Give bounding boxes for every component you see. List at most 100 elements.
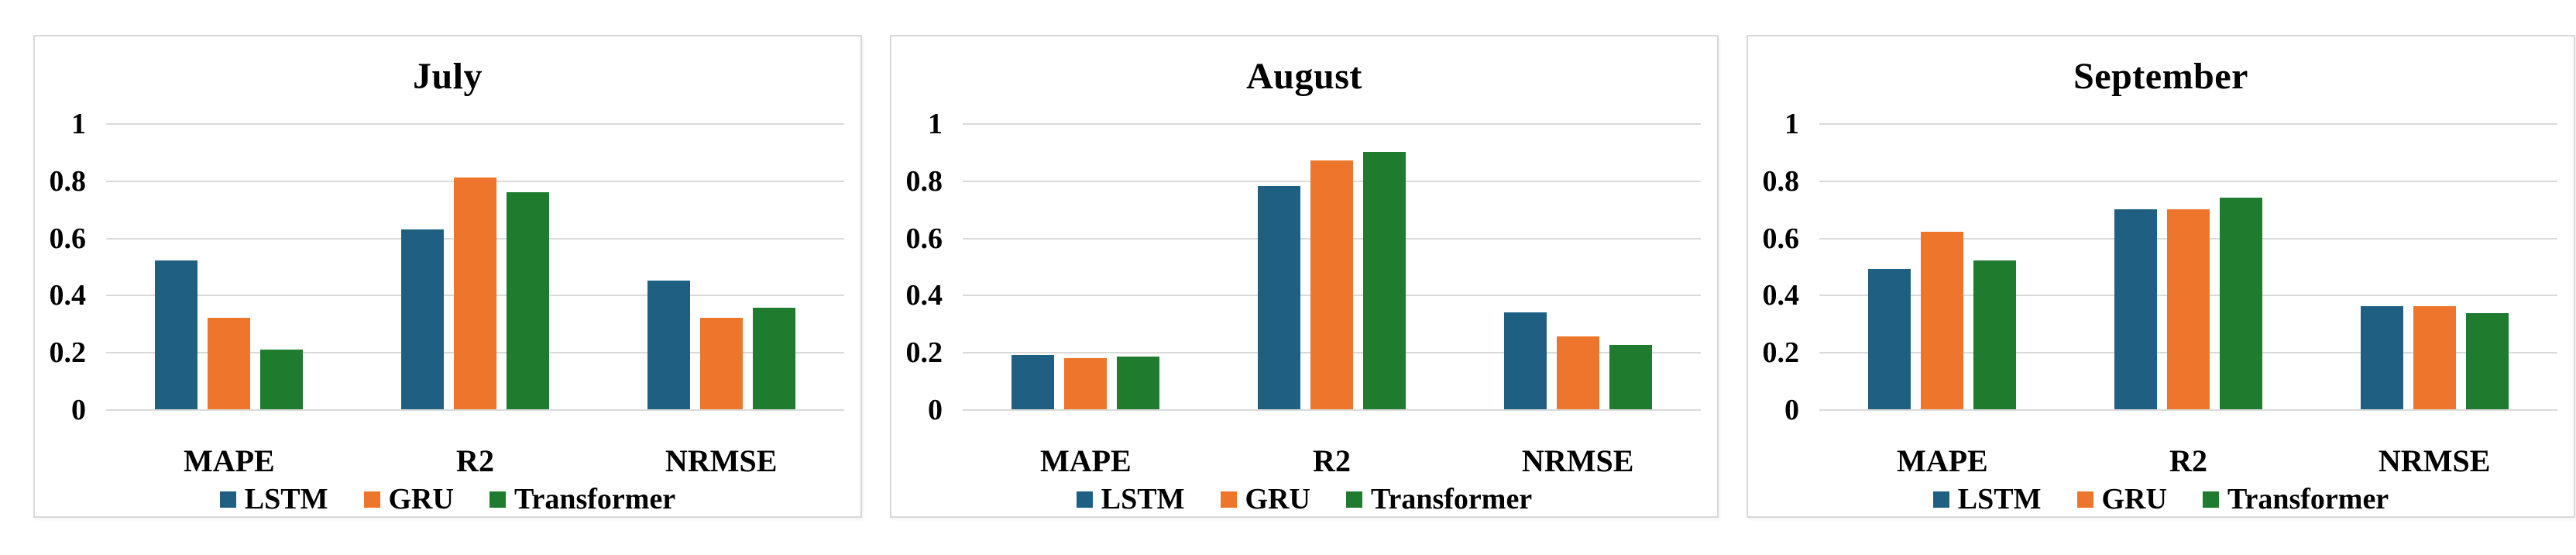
bar-lstm-mape xyxy=(1868,269,1911,409)
y-tick-label: 0.4 xyxy=(1762,279,1800,312)
legend-swatch-icon xyxy=(363,491,380,508)
gridline xyxy=(106,409,844,411)
y-tick-label: 0.6 xyxy=(49,222,87,255)
category-label-r2: R2 xyxy=(1313,443,1351,478)
chart-title: July xyxy=(412,56,483,97)
y-tick-label: 0.2 xyxy=(905,336,943,370)
legend: LSTM GRU Transformer xyxy=(1748,484,2574,514)
legend-item-lstm: LSTM xyxy=(219,483,328,515)
gridline xyxy=(1819,180,2557,182)
bar-group-nrmse xyxy=(1503,123,1652,409)
x-axis-category-labels: MAPE R2 NRMSE xyxy=(1819,443,2557,480)
chart-panel-september: September MAPE R2 NRMSE LSTM GRU Transformer… xyxy=(1747,35,2575,518)
bar-group-r2 xyxy=(1257,123,1406,409)
chart-panels-row: July MAPE R2 NRMSE LSTM GRU Transformer 1 0.8… xyxy=(33,35,2575,518)
legend-swatch-icon xyxy=(2202,491,2219,508)
y-tick-label: 0.6 xyxy=(905,222,943,255)
legend-label: GRU xyxy=(1245,483,1310,515)
category-label-r2: R2 xyxy=(456,443,494,478)
bar-transformer-mape xyxy=(1973,260,2017,409)
legend-swatch-icon xyxy=(1345,491,1362,508)
bar-transformer-r2 xyxy=(2219,198,2262,409)
gridline xyxy=(106,123,844,125)
category-label-mape: MAPE xyxy=(183,443,275,478)
legend-swatch-icon xyxy=(1076,491,1093,508)
x-axis-category-labels: MAPE R2 NRMSE xyxy=(963,443,1701,480)
y-tick-label: 1 xyxy=(71,108,86,140)
legend-label: Transformer xyxy=(1370,483,1533,515)
bar-gru-mape xyxy=(1064,358,1108,409)
legend-label: GRU xyxy=(2101,483,2167,515)
bar-gru-nrmse xyxy=(1556,336,1599,409)
legend: LSTM GRU Transformer xyxy=(891,484,1717,514)
plot-area xyxy=(106,123,844,411)
y-tick-label: 0.4 xyxy=(905,279,943,312)
bar-gru-mape xyxy=(1921,232,1964,409)
bar-gru-r2 xyxy=(453,178,496,409)
category-label-r2: R2 xyxy=(2169,443,2207,478)
y-tick-label: 0.8 xyxy=(1762,164,1800,198)
bar-group-mape xyxy=(155,123,304,409)
legend-swatch-icon xyxy=(1932,491,1949,508)
category-label-mape: MAPE xyxy=(1896,443,1988,478)
bar-lstm-nrmse xyxy=(647,281,690,409)
legend-item-lstm: LSTM xyxy=(1932,483,2042,515)
y-tick-label: 1 xyxy=(1784,108,1799,140)
gridline xyxy=(963,409,1701,411)
bar-gru-mape xyxy=(208,318,251,409)
chart-panel-july: July MAPE R2 NRMSE LSTM GRU Transformer 1 0.8… xyxy=(33,35,862,518)
bar-lstm-r2 xyxy=(400,229,444,409)
legend-swatch-icon xyxy=(1220,491,1237,508)
legend-label: GRU xyxy=(388,483,454,515)
bar-lstm-r2 xyxy=(1257,186,1300,409)
y-tick-label: 0 xyxy=(71,394,86,426)
legend-item-transformer: Transformer xyxy=(2202,483,2389,515)
legend: LSTM GRU Transformer xyxy=(35,484,860,514)
legend-item-gru: GRU xyxy=(2076,483,2167,515)
category-label-mape: MAPE xyxy=(1039,443,1132,478)
bar-lstm-mape xyxy=(155,260,198,409)
category-label-nrmse: NRMSE xyxy=(665,443,778,478)
bar-lstm-mape xyxy=(1012,355,1055,409)
bar-transformer-r2 xyxy=(1362,152,1406,409)
legend-label: Transformer xyxy=(2227,483,2389,515)
gridline xyxy=(963,123,1701,125)
y-tick-label: 0.6 xyxy=(1762,222,1800,255)
bar-lstm-r2 xyxy=(2114,209,2157,409)
legend-label: LSTM xyxy=(1101,483,1185,515)
bar-group-r2 xyxy=(2114,123,2262,409)
bar-group-r2 xyxy=(400,123,549,409)
legend-swatch-icon xyxy=(2076,491,2093,508)
bar-group-nrmse xyxy=(647,123,795,409)
bar-gru-r2 xyxy=(2166,209,2210,409)
y-tick-label: 1 xyxy=(928,108,943,140)
legend-label: LSTM xyxy=(244,483,328,515)
legend-label: LSTM xyxy=(1957,483,2042,515)
y-tick-label: 0.8 xyxy=(49,164,87,198)
legend-swatch-icon xyxy=(489,491,506,508)
y-tick-label: 0.8 xyxy=(905,164,943,198)
bar-group-nrmse xyxy=(2360,123,2509,409)
bar-transformer-r2 xyxy=(506,192,549,409)
bar-lstm-nrmse xyxy=(2360,306,2403,409)
y-tick-label: 0 xyxy=(1784,394,1799,426)
bar-gru-r2 xyxy=(1310,160,1353,409)
y-tick-label: 0.2 xyxy=(1762,336,1800,370)
bar-groups xyxy=(106,123,844,409)
bar-groups xyxy=(963,123,1701,409)
legend-item-gru: GRU xyxy=(363,483,454,515)
bar-group-mape xyxy=(1868,123,2017,409)
bar-group-mape xyxy=(1012,123,1160,409)
bar-transformer-nrmse xyxy=(752,308,795,409)
legend-label: Transformer xyxy=(513,483,676,515)
gridline xyxy=(1819,409,2557,411)
plot-area xyxy=(963,123,1701,411)
legend-item-gru: GRU xyxy=(1220,483,1310,515)
gridline xyxy=(1819,123,2557,125)
bar-gru-nrmse xyxy=(699,318,743,409)
bar-lstm-nrmse xyxy=(1503,312,1547,409)
legend-item-transformer: Transformer xyxy=(1345,483,1533,515)
chart-panel-august: August MAPE R2 NRMSE LSTM GRU Transformer 1 0… xyxy=(890,35,1719,518)
y-tick-label: 0 xyxy=(928,394,943,426)
